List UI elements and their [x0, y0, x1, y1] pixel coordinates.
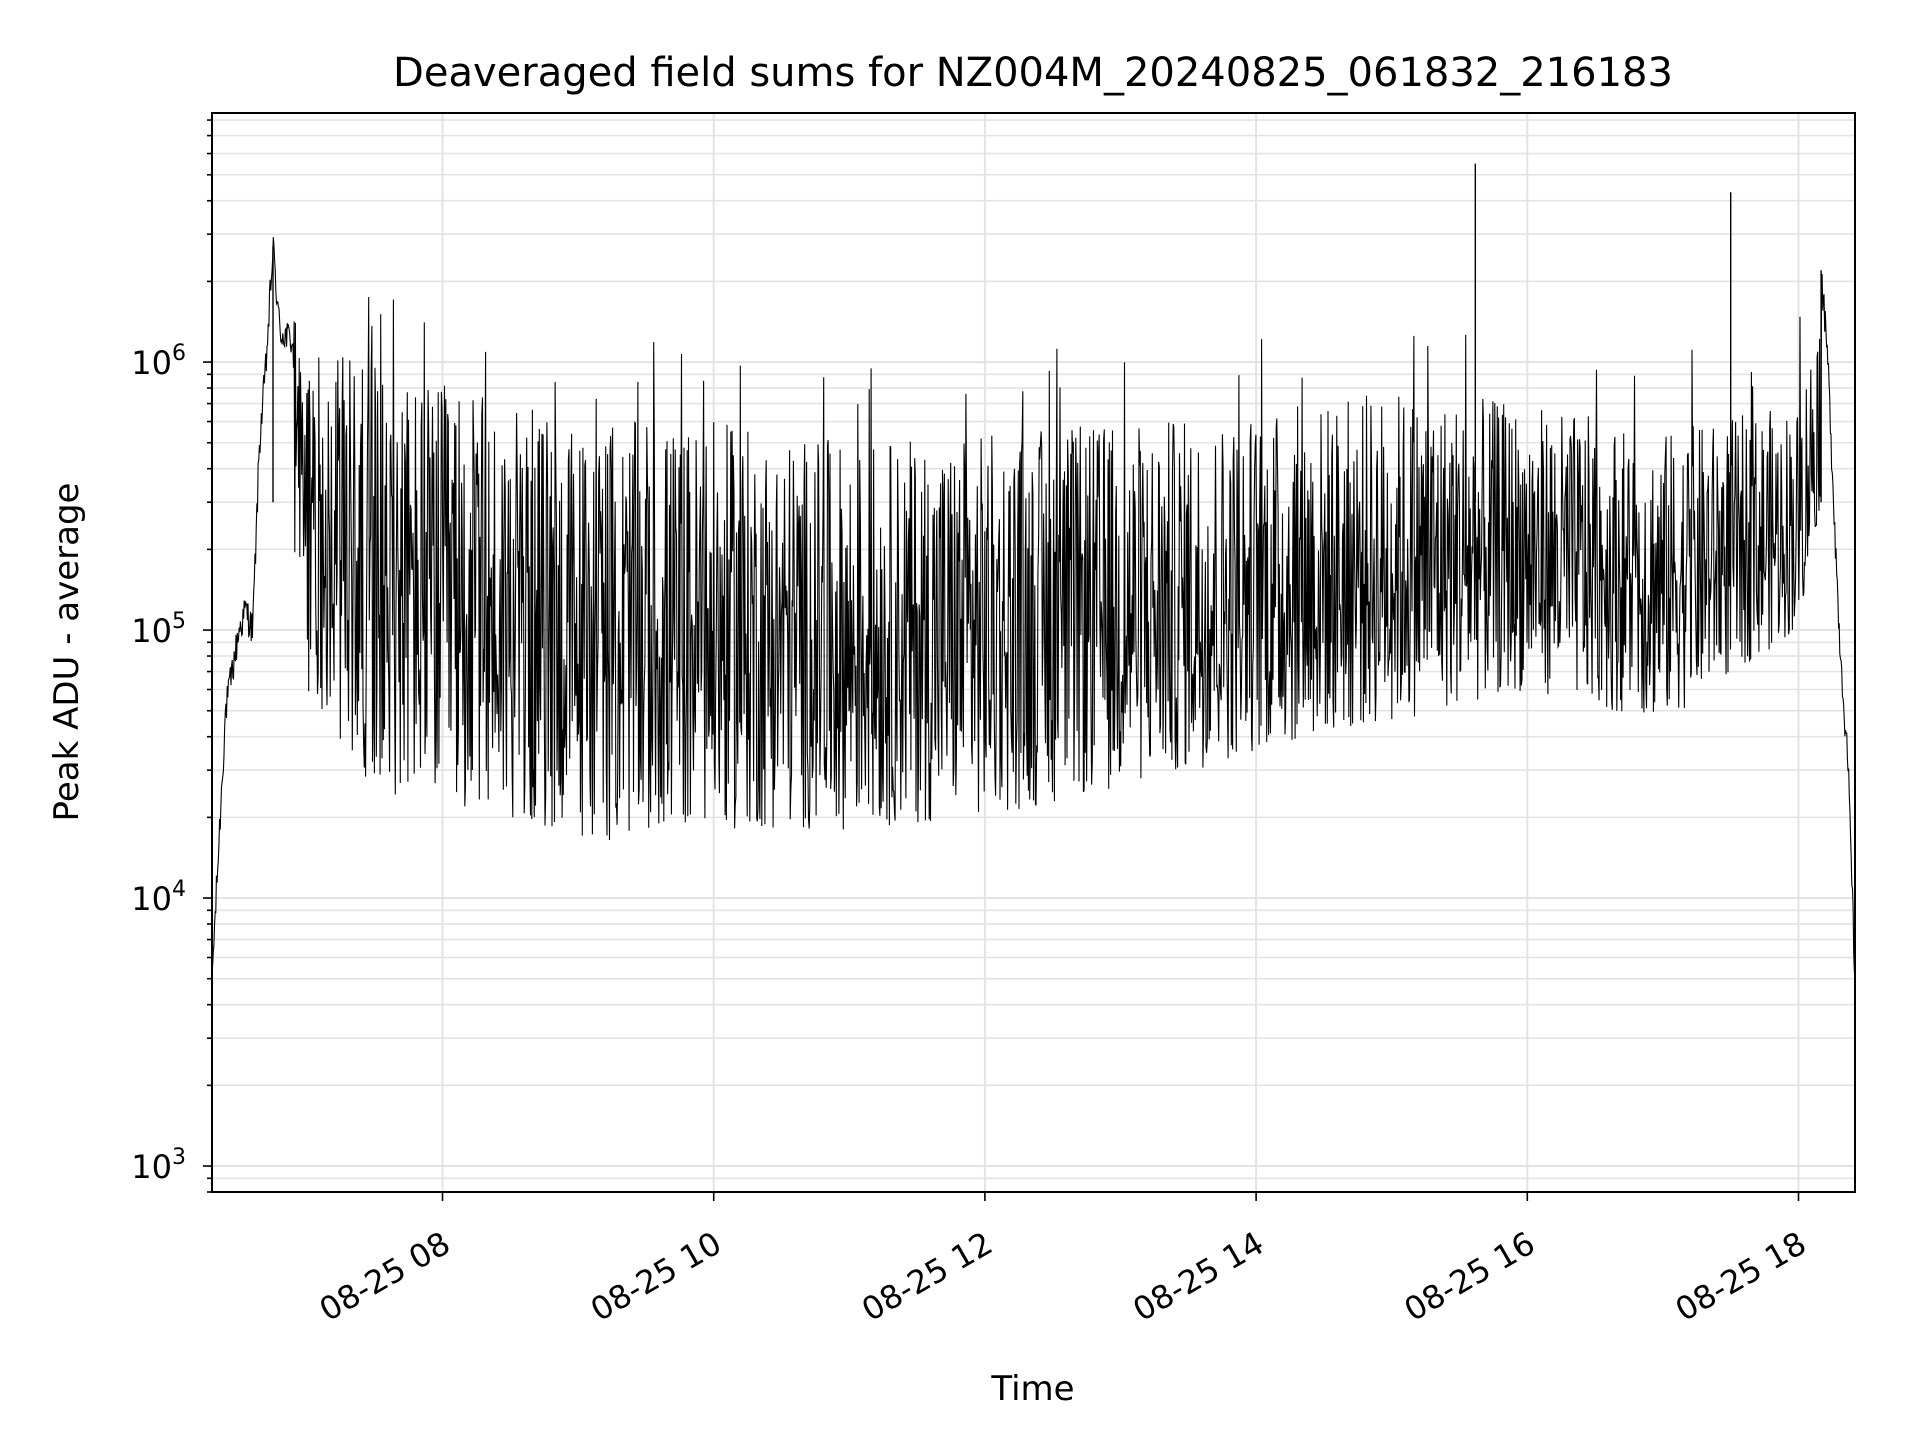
chart-title: Deaveraged field sums for NZ004M_2024082… [393, 50, 1673, 96]
series-line [211, 163, 1856, 973]
plot-frame [211, 112, 1856, 1193]
y-tick-label: 106 [131, 341, 186, 382]
series-line-path [211, 237, 1856, 973]
y-tick-label: 104 [131, 877, 186, 918]
y-axis-label: Peak ADU - average [47, 483, 87, 822]
x-axis-label: Time [990, 1369, 1074, 1409]
y-tick-label: 105 [131, 609, 186, 650]
y-tick-label: 103 [131, 1145, 186, 1186]
